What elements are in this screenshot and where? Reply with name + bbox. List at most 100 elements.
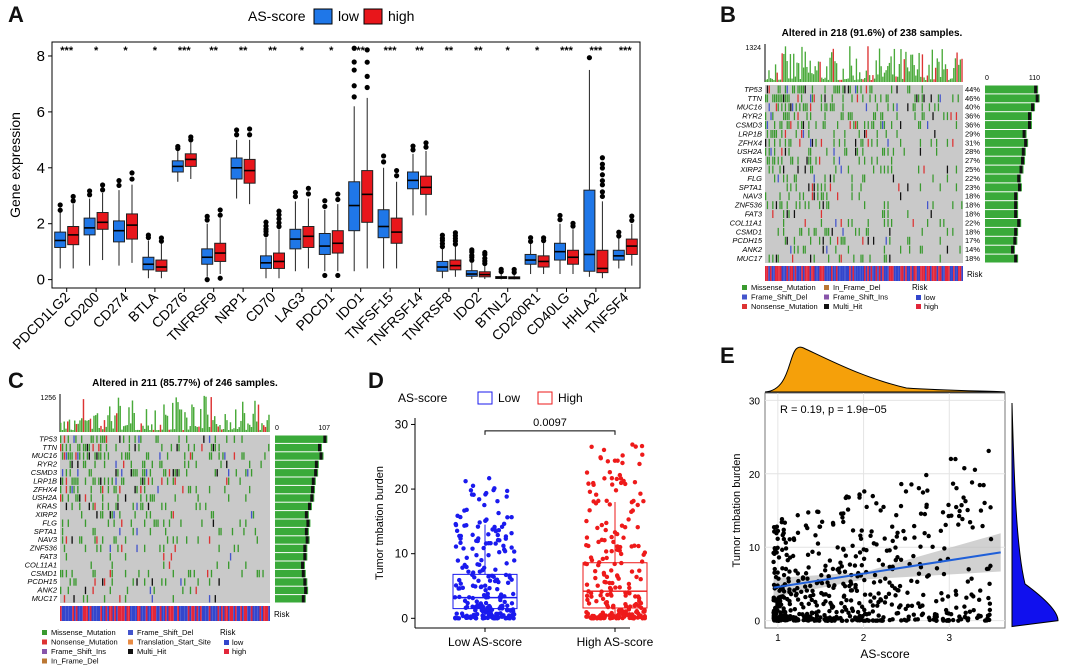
mutation-cell: [159, 452, 161, 460]
risk-cell: [959, 266, 962, 281]
mutation-cell: [833, 85, 835, 94]
top-bar: [844, 79, 846, 82]
data-point: [487, 585, 492, 591]
outlier-point: [335, 272, 341, 279]
data-point: [839, 564, 845, 569]
data-point: [828, 600, 833, 606]
risk-cell: [791, 266, 794, 281]
risk-cell: [198, 606, 200, 621]
data-point: [901, 528, 906, 534]
risk-cell: [212, 606, 214, 621]
mutation-cell: [799, 138, 801, 147]
outlier-point: [217, 207, 223, 213]
mutation-cell: [144, 519, 146, 527]
data-point: [592, 568, 598, 574]
data-point: [594, 598, 599, 604]
mutation-cell: [847, 85, 850, 94]
mutation-cell: [898, 183, 900, 192]
mutation-cell: [919, 138, 922, 147]
data-point: [987, 607, 993, 613]
mutation-cell: [245, 469, 247, 477]
risk-cell: [102, 606, 104, 621]
data-point: [859, 563, 865, 568]
mutation-cell: [889, 236, 891, 245]
data-point: [969, 480, 975, 485]
mutation-cell: [69, 452, 71, 460]
data-point: [630, 442, 635, 447]
risk-cell: [231, 606, 234, 621]
data-point: [916, 601, 921, 606]
data-point: [489, 614, 494, 620]
mutation-cell: [182, 485, 184, 494]
mutation-cell: [862, 236, 864, 245]
risk-cell: [875, 266, 878, 281]
risk-cell: [264, 606, 267, 621]
risk-cell: [60, 606, 62, 621]
risk-cell: [236, 606, 239, 621]
mutation-cell: [802, 130, 805, 138]
mutation-cell: [157, 519, 159, 527]
gene-bar-multi: [311, 477, 315, 485]
mutation-cell: [111, 569, 113, 578]
mutation-cell: [197, 536, 199, 544]
mutation-cell: [134, 485, 136, 494]
mutation-cell: [824, 121, 826, 129]
outlier-point: [423, 144, 429, 150]
mutation-cell: [189, 452, 192, 460]
data-point: [604, 555, 609, 561]
mutation-cell: [140, 477, 142, 485]
top-bar: [231, 429, 233, 432]
data-point: [847, 562, 853, 567]
mutation-cell: [810, 103, 812, 112]
risk-cell: [107, 606, 109, 621]
mutation-cell: [180, 578, 182, 586]
data-point: [862, 592, 868, 597]
top-bar: [75, 424, 78, 432]
mutation-cell: [844, 130, 846, 138]
gene-bar-multi: [1017, 174, 1021, 183]
risk-cell: [941, 266, 944, 281]
mutation-cell: [142, 460, 144, 469]
data-point: [956, 522, 961, 527]
data-point: [930, 544, 935, 549]
gene-bar-multi: [1035, 94, 1039, 103]
mutation-cell: [218, 443, 220, 452]
risk-cell: [796, 266, 798, 281]
top-bar: [910, 54, 912, 82]
mutation-cell: [174, 477, 176, 485]
significance-mark: *: [123, 45, 128, 57]
data-point: [827, 608, 832, 614]
mutation-cell: [822, 201, 824, 210]
data-point: [616, 615, 621, 621]
panel-b-oncoplot: Altered in 218 (91.6%) of 238 samples.13…: [730, 28, 1040, 311]
mutation-cell: [111, 511, 113, 519]
risk-cell: [175, 606, 178, 621]
top-bar: [835, 63, 838, 82]
data-point: [985, 613, 991, 618]
mutation-cell: [781, 121, 783, 129]
mutation-cell: [161, 477, 163, 485]
mutation-cell: [955, 183, 958, 192]
data-point: [857, 492, 862, 497]
risk-swatch-low: [916, 295, 921, 300]
mutation-cell: [900, 245, 902, 254]
mutation-cell: [820, 192, 823, 201]
mutation-cell: [235, 469, 237, 477]
mutation-cell: [862, 174, 864, 183]
gene-label: MUC16: [32, 451, 58, 460]
mutation-cell: [94, 569, 96, 578]
gene-bar-multi: [303, 544, 307, 553]
data-point: [919, 612, 925, 618]
top-bar: [859, 72, 861, 82]
mutation-cell: [102, 435, 104, 443]
outlier-point: [234, 127, 240, 133]
oncoplot-title: Altered in 211 (85.77%) of 246 samples.: [92, 378, 278, 389]
data-point: [475, 524, 481, 529]
gene-label: COL11A1: [730, 218, 762, 227]
mutation-cell: [245, 561, 247, 569]
gene-label: FLG: [747, 174, 762, 183]
data-point: [589, 444, 594, 449]
data-point: [825, 618, 830, 623]
top-bar: [107, 415, 109, 432]
mutation-cell: [94, 460, 96, 469]
